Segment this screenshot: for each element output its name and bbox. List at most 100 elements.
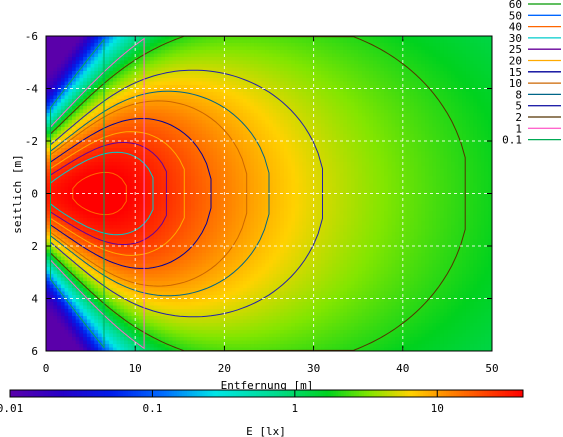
field-cell <box>246 155 252 160</box>
field-cell <box>205 288 211 293</box>
field-cell <box>164 337 170 342</box>
field-cell <box>109 120 114 125</box>
field-cell <box>194 46 199 51</box>
field-cell <box>79 298 84 303</box>
field-cell <box>179 277 185 282</box>
field-cell <box>176 235 181 240</box>
field-cell <box>198 60 203 65</box>
field-cell <box>150 277 155 282</box>
field-cell <box>190 197 196 202</box>
field-cell <box>131 46 136 51</box>
field-cell <box>242 319 248 324</box>
field-cell <box>57 120 62 125</box>
field-cell <box>172 337 177 342</box>
field-cell <box>228 64 233 69</box>
field-cell <box>161 64 166 69</box>
field-cell <box>138 109 144 114</box>
field-cell <box>68 344 73 349</box>
field-cell <box>246 109 252 114</box>
field-cell <box>216 298 222 303</box>
field-cell <box>86 74 92 79</box>
field-cell <box>246 134 252 139</box>
field-cell <box>164 270 170 275</box>
field-cell <box>209 267 214 272</box>
field-cell <box>68 109 73 114</box>
field-cell <box>190 190 196 195</box>
field-cell <box>187 270 192 275</box>
field-cell <box>86 225 92 230</box>
field-cell <box>46 221 51 226</box>
field-cell <box>53 130 58 135</box>
field-cell <box>127 274 133 279</box>
field-cell <box>198 116 203 121</box>
field-cell <box>198 200 203 205</box>
field-cell <box>94 330 99 335</box>
field-cell <box>105 74 110 79</box>
field-cell <box>112 239 118 244</box>
field-cell <box>183 134 188 139</box>
field-cell <box>157 263 162 268</box>
field-cell <box>224 165 229 170</box>
field-cell <box>224 235 229 240</box>
field-cell <box>228 92 233 97</box>
field-cell <box>172 127 177 132</box>
field-cell <box>246 235 252 240</box>
field-cell <box>49 326 55 331</box>
field-cell <box>131 263 136 268</box>
field-cell <box>183 204 188 209</box>
field-cell <box>205 162 211 167</box>
field-cell <box>150 302 155 307</box>
field-cell <box>228 232 233 237</box>
field-cell <box>190 235 196 240</box>
field-cell <box>83 57 88 62</box>
field-cell <box>109 246 114 251</box>
field-cell <box>216 36 222 41</box>
field-cell <box>202 106 207 111</box>
field-cell <box>235 291 240 296</box>
field-cell <box>98 169 103 174</box>
field-cell <box>75 323 81 328</box>
field-cell <box>60 162 66 167</box>
field-cell <box>231 277 237 282</box>
field-cell <box>105 88 110 93</box>
field-cell <box>190 295 196 300</box>
field-cell <box>209 64 214 69</box>
field-cell <box>64 53 69 58</box>
field-cell <box>57 130 62 135</box>
field-cell <box>198 228 203 233</box>
field-cell <box>109 78 114 83</box>
field-cell <box>198 305 203 310</box>
field-cell <box>183 326 188 331</box>
field-cell <box>105 64 110 69</box>
field-cell <box>246 60 252 65</box>
field-cell <box>120 102 125 107</box>
field-cell <box>138 81 144 86</box>
field-cell <box>224 291 229 296</box>
field-cell <box>194 162 199 167</box>
field-cell <box>72 102 77 107</box>
field-cell <box>124 176 129 181</box>
field-cell <box>120 200 125 205</box>
field-cell <box>60 326 66 331</box>
field-cell <box>161 239 166 244</box>
field-cell <box>205 319 211 324</box>
field-cell <box>205 53 211 58</box>
field-cell <box>179 207 185 212</box>
field-cell <box>239 78 244 83</box>
field-cell <box>250 176 255 181</box>
field-cell <box>135 242 140 247</box>
field-cell <box>239 190 244 195</box>
field-cell <box>127 291 133 296</box>
field-cell <box>46 347 51 351</box>
field-cell <box>150 155 155 160</box>
field-cell <box>135 214 140 219</box>
field-cell <box>72 162 77 167</box>
field-cell <box>168 64 173 69</box>
field-cell <box>202 120 207 125</box>
field-cell <box>209 127 214 132</box>
field-cell <box>86 172 92 177</box>
field-cell <box>220 253 225 258</box>
field-cell <box>157 312 162 317</box>
field-cell <box>187 344 192 349</box>
field-cell <box>235 330 240 335</box>
